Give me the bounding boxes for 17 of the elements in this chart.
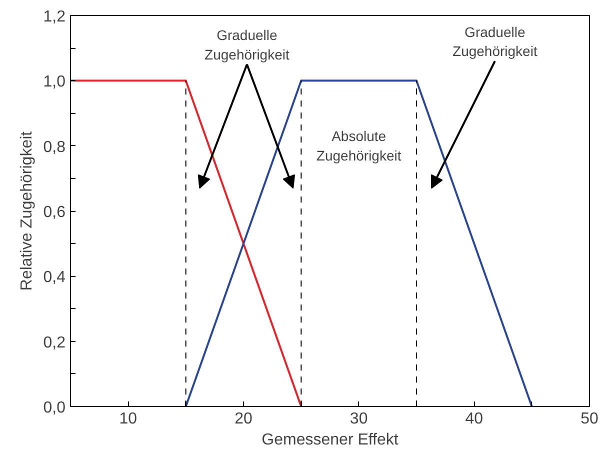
y-tick-label: 0,6 (43, 204, 66, 221)
x-tick-label: 20 (234, 410, 252, 428)
y-tick-label: 0,4 (43, 269, 66, 286)
x-tick-label: 30 (350, 410, 368, 428)
x-tick-label: 40 (465, 410, 484, 428)
y-tick-label: 0,2 (43, 334, 66, 352)
annotation: Graduelle Zugehörigkeit (204, 27, 290, 62)
annotation: Graduelle Zugehörigkeit (452, 24, 538, 60)
annotation: Absolute Zugehörigkeit (316, 128, 402, 164)
y-tick-label: 1,2 (43, 8, 66, 26)
x-axis-title: Gemessener Effekt (262, 432, 399, 448)
y-tick-label: 0,0 (43, 400, 66, 416)
y-axis-title: Relative Zugehörigkeit (18, 130, 36, 291)
x-tick-label: 10 (119, 410, 138, 428)
x-tick-label: 50 (580, 410, 598, 428)
y-tick-label: 1,0 (43, 74, 66, 91)
y-tick-label: 0,8 (43, 138, 66, 156)
